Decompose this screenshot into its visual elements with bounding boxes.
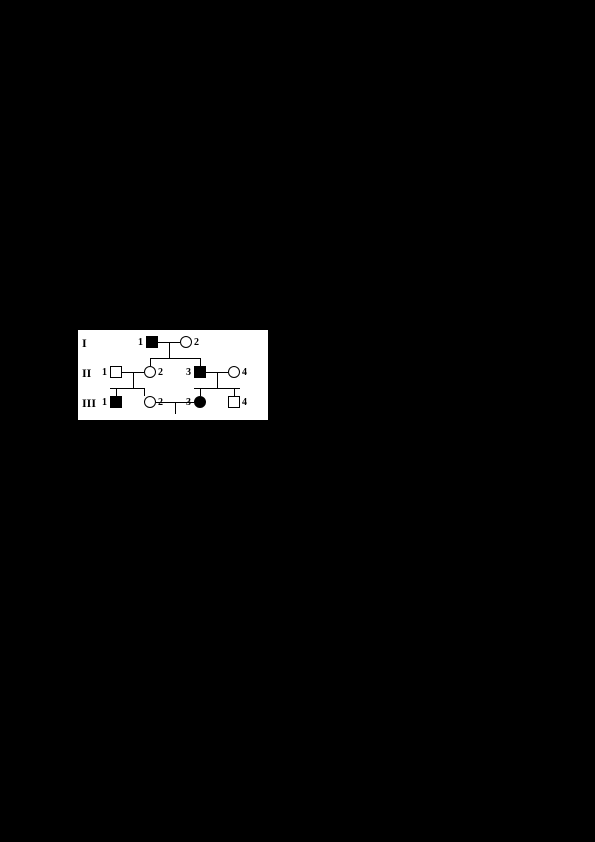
pedigree-individual [194, 396, 206, 408]
connector-line [150, 358, 200, 359]
connector-line [200, 358, 201, 366]
connector-line [234, 388, 235, 396]
pedigree-individual [194, 366, 206, 378]
generation-label: I [82, 336, 87, 351]
connector-line [169, 342, 170, 358]
individual-number: 1 [102, 367, 107, 378]
pedigree-individual [228, 366, 240, 378]
pedigree-individual [180, 336, 192, 348]
individual-number: 2 [158, 397, 163, 408]
individual-number: 3 [186, 397, 191, 408]
pedigree-individual [144, 396, 156, 408]
connector-line [175, 402, 176, 414]
generation-label: II [82, 366, 91, 381]
connector-line [116, 388, 117, 396]
individual-number: 4 [242, 397, 247, 408]
connector-line [144, 388, 145, 396]
individual-number: 2 [158, 367, 163, 378]
connector-line [150, 358, 151, 366]
pedigree-individual [110, 366, 122, 378]
individual-number: 3 [186, 367, 191, 378]
generation-label: III [82, 396, 96, 411]
pedigree-individual [146, 336, 158, 348]
connector-line [133, 372, 134, 388]
individual-number: 2 [194, 337, 199, 348]
pedigree-individual [144, 366, 156, 378]
individual-number: 1 [138, 337, 143, 348]
connector-line [200, 388, 201, 396]
individual-number: 4 [242, 367, 247, 378]
pedigree-chart: IIIIII1212341234 [78, 330, 268, 420]
pedigree-individual [110, 396, 122, 408]
connector-line [217, 372, 218, 388]
individual-number: 1 [102, 397, 107, 408]
pedigree-individual [228, 396, 240, 408]
